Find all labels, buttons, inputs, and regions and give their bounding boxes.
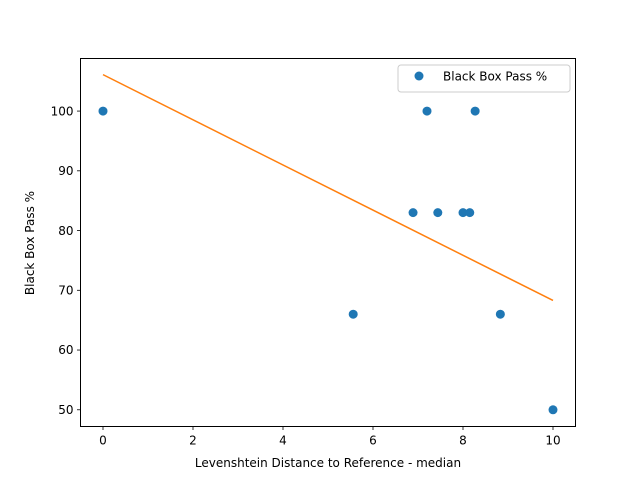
x-tick-label: 8	[459, 434, 467, 448]
plot-area	[98, 73, 558, 415]
trend-line	[102, 73, 554, 302]
data-point	[433, 208, 443, 218]
y-tick-label: 80	[58, 224, 73, 238]
y-tick-label: 90	[58, 164, 73, 178]
x-tick-label: 4	[279, 434, 287, 448]
data-point	[348, 309, 358, 319]
x-tick-label: 6	[369, 434, 377, 448]
legend: Black Box Pass %	[397, 64, 571, 93]
x-axis-label: Levenshtein Distance to Reference - medi…	[195, 456, 461, 470]
y-tick-label: 70	[58, 283, 73, 297]
y-axis-label: Black Box Pass %	[23, 191, 37, 295]
data-point	[495, 309, 505, 319]
legend-box	[397, 64, 571, 93]
y-axis-ticks: 50 60 70 80 90 100	[51, 104, 81, 417]
x-tick-label: 2	[189, 434, 197, 448]
data-point	[548, 405, 558, 415]
data-point	[465, 208, 475, 218]
legend-marker-icon	[414, 71, 424, 81]
data-point	[458, 208, 468, 218]
x-tick-label: 10	[545, 434, 560, 448]
legend-entry-label: Black Box Pass %	[443, 70, 547, 84]
y-tick-label: 50	[58, 403, 73, 417]
data-point	[422, 106, 432, 116]
data-point	[408, 208, 418, 218]
x-tick-label: 0	[99, 434, 107, 448]
y-tick-label: 60	[58, 343, 73, 357]
axes-frame	[80, 58, 576, 427]
data-point	[98, 106, 108, 116]
y-tick-label: 100	[51, 104, 74, 118]
x-axis-ticks: 0 2 4 6 8 10	[99, 426, 561, 448]
data-point	[470, 106, 480, 116]
